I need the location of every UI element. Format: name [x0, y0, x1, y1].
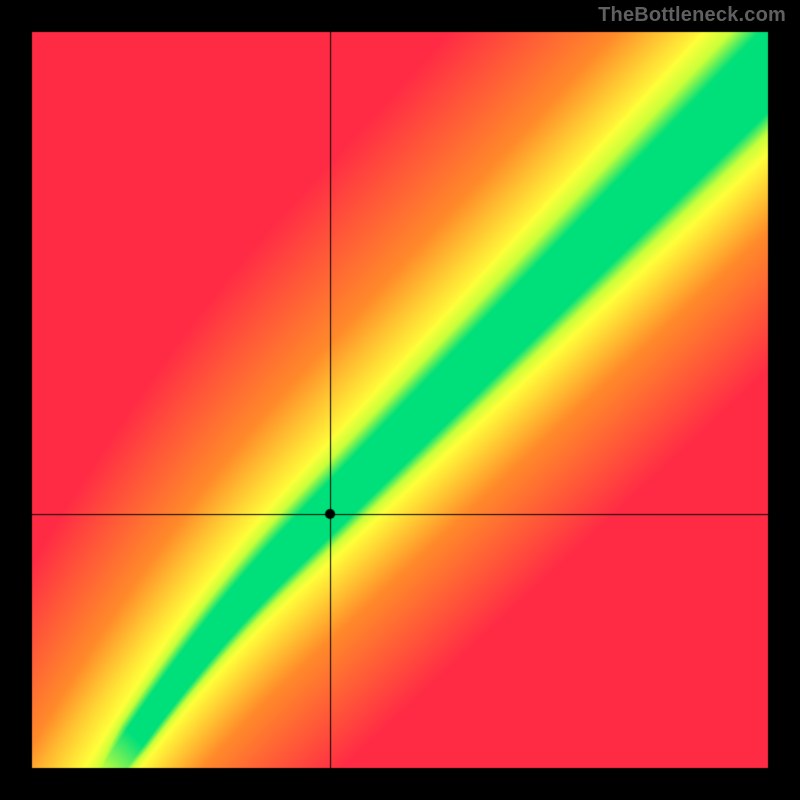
chart-container: [0, 0, 800, 800]
watermark-text: TheBottleneck.com: [598, 4, 786, 27]
heatmap-canvas: [0, 0, 800, 800]
